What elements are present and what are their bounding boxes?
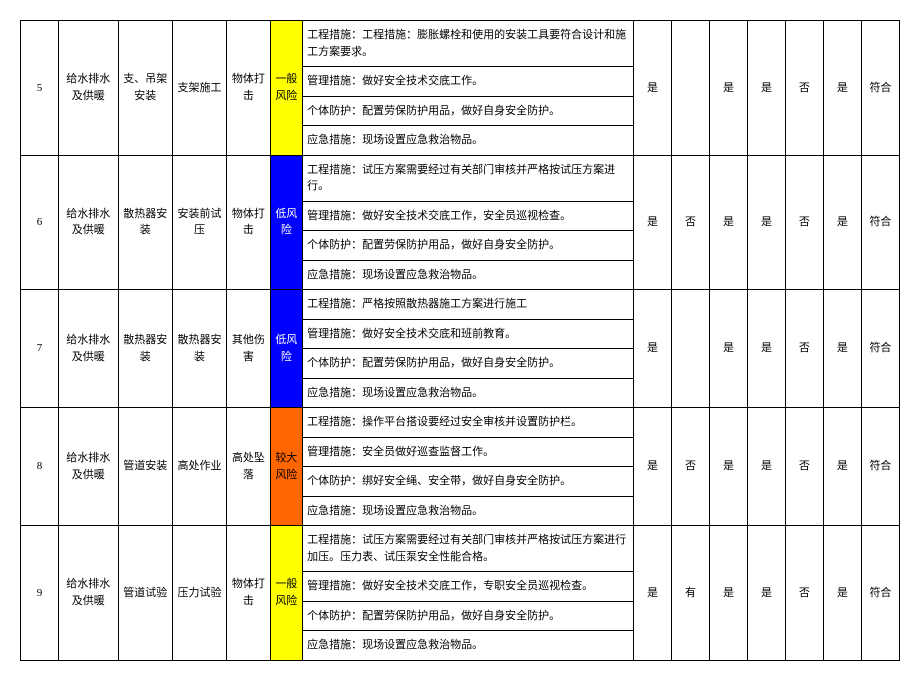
subtask-cell: 高处作业	[172, 408, 226, 526]
subtask-cell: 压力试验	[172, 526, 226, 661]
flag-cell: 否	[672, 155, 710, 290]
subtask-cell: 支架施工	[172, 21, 226, 156]
flag-cell: 是	[823, 155, 861, 290]
risk-level-cell: 较大风险	[270, 408, 303, 526]
measure-cell: 个体防护：配置劳保防护用品，做好自身安全防护。	[303, 601, 634, 631]
measure-cell: 管理措施：安全员做好巡查监督工作。	[303, 437, 634, 467]
hazard-cell: 高处坠落	[227, 408, 270, 526]
measure-cell: 工程措施：严格按照散热器施工方案进行施工	[303, 290, 634, 320]
measure-cell: 应急措施：现场设置应急救治物品。	[303, 378, 634, 408]
task-cell: 管道试验	[118, 526, 172, 661]
task-cell: 散热器安装	[118, 290, 172, 408]
flag-cell: 符合	[861, 155, 899, 290]
flag-cell: 是	[823, 290, 861, 408]
flag-cell: 是	[710, 408, 748, 526]
flag-cell: 符合	[861, 21, 899, 156]
flag-cell: 是	[710, 526, 748, 661]
table-row: 6给水排水及供暖散热器安装安装前试压物体打击低风险工程措施：试压方案需要经过有关…	[21, 155, 900, 201]
measure-cell: 工程措施：试压方案需要经过有关部门审核并严格按试压方案进行。	[303, 155, 634, 201]
table-row: 9给水排水及供暖管道试验压力试验物体打击一般风险工程措施：试压方案需要经过有关部…	[21, 526, 900, 572]
flag-cell: 是	[747, 290, 785, 408]
measure-cell: 个体防护：配置劳保防护用品，做好自身安全防护。	[303, 96, 634, 126]
category-cell: 给水排水及供暖	[58, 408, 118, 526]
no-cell: 5	[21, 21, 59, 156]
table-row: 5给水排水及供暖支、吊架安装支架施工物体打击一般风险工程措施：工程措施：膨胀螺栓…	[21, 21, 900, 67]
measure-cell: 个体防护：配置劳保防护用品，做好自身安全防护。	[303, 349, 634, 379]
flag-cell: 是	[634, 21, 672, 156]
no-cell: 9	[21, 526, 59, 661]
table-row: 8给水排水及供暖管道安装高处作业高处坠落较大风险工程措施：操作平台搭设要经过安全…	[21, 408, 900, 438]
flag-cell	[672, 290, 710, 408]
no-cell: 8	[21, 408, 59, 526]
task-cell: 管道安装	[118, 408, 172, 526]
hazard-cell: 物体打击	[227, 526, 270, 661]
flag-cell: 否	[785, 290, 823, 408]
flag-cell: 是	[634, 526, 672, 661]
measure-cell: 个体防护：配置劳保防护用品，做好自身安全防护。	[303, 231, 634, 261]
hazard-cell: 物体打击	[227, 155, 270, 290]
flag-cell: 是	[823, 21, 861, 156]
measure-cell: 应急措施：现场设置应急救治物品。	[303, 260, 634, 290]
table-body: 5给水排水及供暖支、吊架安装支架施工物体打击一般风险工程措施：工程措施：膨胀螺栓…	[21, 21, 900, 661]
flag-cell: 否	[785, 21, 823, 156]
measure-cell: 管理措施：做好安全技术交底工作，专职安全员巡视检查。	[303, 572, 634, 602]
category-cell: 给水排水及供暖	[58, 290, 118, 408]
flag-cell: 是	[634, 155, 672, 290]
flag-cell: 是	[747, 526, 785, 661]
flag-cell: 否	[785, 155, 823, 290]
measure-cell: 管理措施：做好安全技术交底工作。	[303, 67, 634, 97]
flag-cell: 是	[634, 408, 672, 526]
risk-level-cell: 低风险	[270, 155, 303, 290]
category-cell: 给水排水及供暖	[58, 526, 118, 661]
subtask-cell: 安装前试压	[172, 155, 226, 290]
measure-cell: 工程措施：操作平台搭设要经过安全审核并设置防护栏。	[303, 408, 634, 438]
flag-cell: 是	[710, 155, 748, 290]
flag-cell: 是	[823, 408, 861, 526]
measure-cell: 个体防护：绑好安全绳、安全带，做好自身安全防护。	[303, 467, 634, 497]
flag-cell: 是	[634, 290, 672, 408]
measure-cell: 应急措施：现场设置应急救治物品。	[303, 496, 634, 526]
flag-cell: 是	[747, 408, 785, 526]
task-cell: 散热器安装	[118, 155, 172, 290]
measure-cell: 应急措施：现场设置应急救治物品。	[303, 631, 634, 661]
flag-cell: 有	[672, 526, 710, 661]
task-cell: 支、吊架安装	[118, 21, 172, 156]
risk-assessment-table: 5给水排水及供暖支、吊架安装支架施工物体打击一般风险工程措施：工程措施：膨胀螺栓…	[20, 20, 900, 661]
measure-cell: 工程措施：试压方案需要经过有关部门审核并严格按试压方案进行加压。压力表、试压泵安…	[303, 526, 634, 572]
no-cell: 7	[21, 290, 59, 408]
flag-cell: 是	[710, 21, 748, 156]
flag-cell: 符合	[861, 290, 899, 408]
hazard-cell: 其他伤害	[227, 290, 270, 408]
category-cell: 给水排水及供暖	[58, 21, 118, 156]
category-cell: 给水排水及供暖	[58, 155, 118, 290]
measure-cell: 管理措施：做好安全技术交底工作，安全员巡视检查。	[303, 201, 634, 231]
flag-cell: 是	[747, 155, 785, 290]
no-cell: 6	[21, 155, 59, 290]
measure-cell: 工程措施：工程措施：膨胀螺栓和使用的安装工具要符合设计和施工方案要求。	[303, 21, 634, 67]
flag-cell: 是	[823, 526, 861, 661]
flag-cell	[672, 21, 710, 156]
measure-cell: 应急措施：现场设置应急救治物品。	[303, 126, 634, 156]
risk-level-cell: 低风险	[270, 290, 303, 408]
flag-cell: 符合	[861, 408, 899, 526]
flag-cell: 是	[710, 290, 748, 408]
flag-cell: 否	[785, 526, 823, 661]
hazard-cell: 物体打击	[227, 21, 270, 156]
measure-cell: 管理措施：做好安全技术交底和班前教育。	[303, 319, 634, 349]
table-row: 7给水排水及供暖散热器安装散热器安装其他伤害低风险工程措施：严格按照散热器施工方…	[21, 290, 900, 320]
flag-cell: 否	[785, 408, 823, 526]
subtask-cell: 散热器安装	[172, 290, 226, 408]
flag-cell: 否	[672, 408, 710, 526]
risk-level-cell: 一般风险	[270, 21, 303, 156]
risk-level-cell: 一般风险	[270, 526, 303, 661]
flag-cell: 符合	[861, 526, 899, 661]
flag-cell: 是	[747, 21, 785, 156]
